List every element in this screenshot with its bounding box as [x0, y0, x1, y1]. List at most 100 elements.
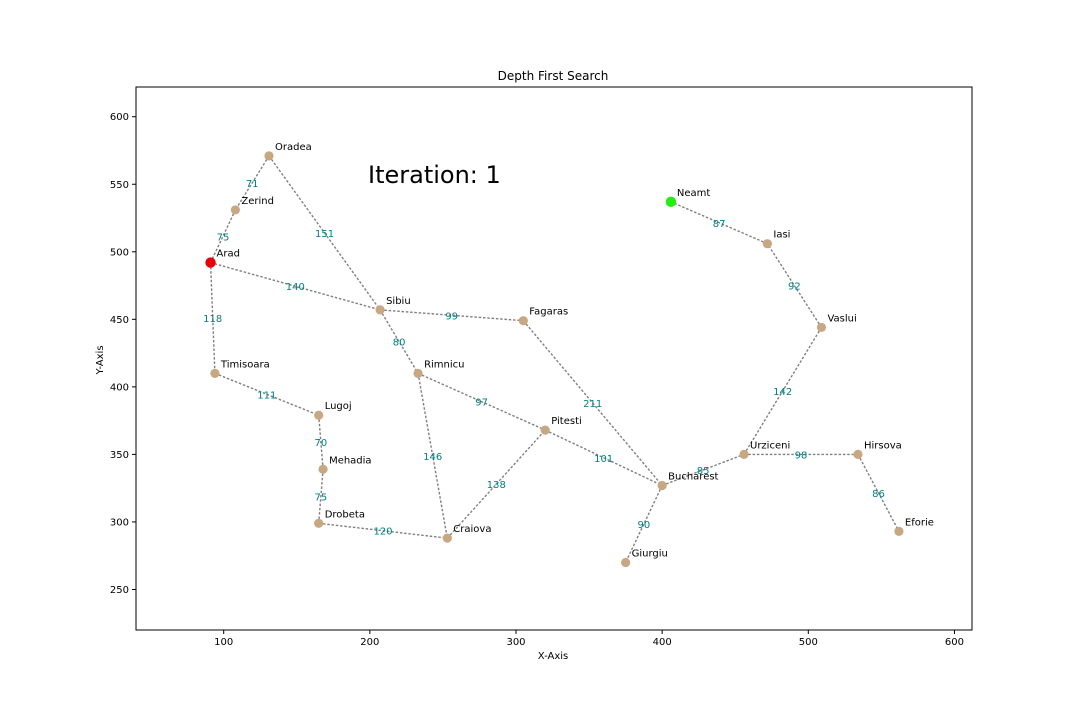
x-tick-label-400: 400: [653, 637, 672, 648]
edge-bucharest-urziceni: [661, 453, 745, 487]
y-tick-label-450: 450: [110, 315, 129, 326]
node-mehadia: [318, 464, 328, 474]
edge-weight-rimnicu-craiova: 146: [423, 452, 442, 463]
edge-weight-hirsova-eforie: 86: [872, 489, 885, 500]
graph-labels: 71 75 151 140 118 111 70 75 120 99 80 97 146 138 211 10…: [203, 142, 934, 560]
x-tick-label-600: 600: [945, 637, 964, 648]
edge-weight-urziceni-hirsova: 98: [795, 450, 808, 461]
edge-vaslui-iasi: [766, 243, 823, 328]
node-label-zerind: Zerind: [241, 196, 274, 207]
edge-weight-fagaras-bucharest: 211: [583, 399, 602, 410]
node-label-lugoj: Lugoj: [325, 401, 352, 412]
edge-sibiu-fagaras: [380, 309, 524, 322]
node-label-mehadia: Mehadia: [329, 455, 372, 466]
x-axis-label: X-Axis: [538, 651, 569, 662]
edge-drobeta-craiova: [318, 522, 448, 539]
edge-oradea-sibiu: [268, 155, 381, 311]
edge-fagaras-bucharest: [522, 320, 663, 486]
edge-weight-craiova-pitesti: 138: [487, 480, 506, 491]
node-giurgiu: [621, 557, 631, 568]
y-tick-label-400: 400: [110, 382, 129, 393]
node-hirsova: [853, 449, 863, 460]
edge-weight-bucharest-urziceni: 85: [697, 466, 710, 477]
edge-iasi-neamt: [670, 201, 768, 245]
edge-weight-vaslui-iasi: 92: [788, 282, 801, 293]
edge-weight-arad-timisoara: 118: [203, 314, 222, 325]
y-tick-label-600: 600: [110, 112, 129, 123]
node-label-neamt: Neamt: [677, 188, 711, 199]
node-label-fagaras: Fagaras: [529, 307, 568, 318]
edge-weight-pitesti-bucharest: 101: [594, 454, 613, 465]
edge-weight-oradea-zerind: 71: [246, 179, 259, 190]
edge-sibiu-rimnicu: [379, 309, 419, 374]
node-neamt: [665, 196, 677, 208]
node-label-pitesti: Pitesti: [551, 416, 582, 427]
node-label-eforie: Eforie: [905, 517, 934, 528]
node-iasi: [762, 239, 772, 249]
edge-weight-sibiu-rimnicu: 80: [393, 338, 406, 349]
node-label-sibiu: Sibiu: [386, 296, 411, 307]
edge-weight-rimnicu-pitesti: 97: [475, 398, 488, 409]
iteration-annotation: Iteration: 1: [368, 161, 501, 189]
edge-weight-sibiu-fagaras: 99: [445, 311, 458, 322]
x-tick-label-500: 500: [799, 637, 818, 648]
node-craiova: [442, 533, 452, 543]
node-timisoara: [210, 368, 220, 378]
node-label-craiova: Craiova: [453, 524, 491, 535]
edge-timisoara-lugoj: [214, 372, 319, 416]
edge-arad-sibiu: [210, 261, 381, 311]
node-label-timisoara: Timisoara: [220, 359, 270, 370]
node-label-hirsova: Hirsova: [864, 440, 902, 451]
graph-nodes: [205, 151, 904, 568]
edge-weight-drobeta-craiova: 120: [373, 527, 392, 538]
node-label-drobeta: Drobeta: [325, 509, 365, 520]
edge-zerind-arad: [209, 209, 237, 263]
node-label-rimnicu: Rimnicu: [424, 359, 464, 370]
edge-weight-urziceni-vaslui: 142: [773, 387, 792, 398]
node-arad: [205, 257, 216, 268]
edge-weight-mehadia-drobeta: 75: [315, 492, 328, 503]
node-rimnicu: [413, 368, 423, 378]
node-label-vaslui: Vaslui: [827, 313, 856, 324]
edge-oradea-zerind: [234, 155, 270, 211]
node-zerind: [230, 205, 240, 215]
graph-edges: [209, 155, 900, 563]
node-fagaras: [518, 316, 528, 326]
y-tick-label-500: 500: [110, 247, 129, 258]
node-label-bucharest: Bucharest: [668, 471, 718, 482]
y-axis-label: Y-Axis: [95, 345, 106, 375]
edge-rimnicu-craiova: [417, 373, 448, 539]
edge-hirsova-eforie: [857, 454, 900, 532]
node-pitesti: [540, 425, 550, 435]
edge-bucharest-giurgiu: [624, 485, 663, 563]
x-tick-label-300: 300: [506, 637, 525, 648]
edge-weight-lugoj-mehadia: 70: [315, 438, 328, 449]
axis-ticks: 100 200 300 400 500 600 250 300 350 400 450 500 550 6…: [110, 112, 964, 648]
edge-weight-timisoara-lugoj: 111: [257, 390, 276, 401]
node-urziceni: [739, 449, 749, 460]
x-tick-label-200: 200: [360, 637, 379, 648]
edge-urziceni-vaslui: [743, 327, 823, 455]
node-lugoj: [314, 410, 324, 420]
plot-frame: [135, 86, 973, 631]
y-tick-label-550: 550: [110, 180, 129, 191]
node-label-urziceni: Urziceni: [750, 440, 790, 451]
edge-weight-iasi-neamt: 87: [713, 219, 726, 230]
node-label-arad: Arad: [217, 249, 240, 260]
node-label-oradea: Oradea: [275, 142, 312, 153]
edge-lugoj-mehadia: [317, 415, 324, 470]
edge-weight-oradea-sibiu: 151: [315, 229, 334, 240]
node-bucharest: [657, 480, 667, 491]
edge-pitesti-bucharest: [544, 429, 663, 487]
y-tick-label-350: 350: [110, 450, 129, 461]
edge-mehadia-drobeta: [317, 469, 324, 524]
y-tick-label-250: 250: [110, 585, 129, 596]
edge-craiova-pitesti: [446, 429, 546, 539]
node-eforie: [894, 526, 904, 536]
node-label-iasi: Iasi: [773, 230, 790, 241]
node-vaslui: [816, 322, 827, 333]
edge-weight-arad-sibiu: 140: [286, 282, 305, 293]
edge-arad-timisoara: [209, 262, 216, 374]
